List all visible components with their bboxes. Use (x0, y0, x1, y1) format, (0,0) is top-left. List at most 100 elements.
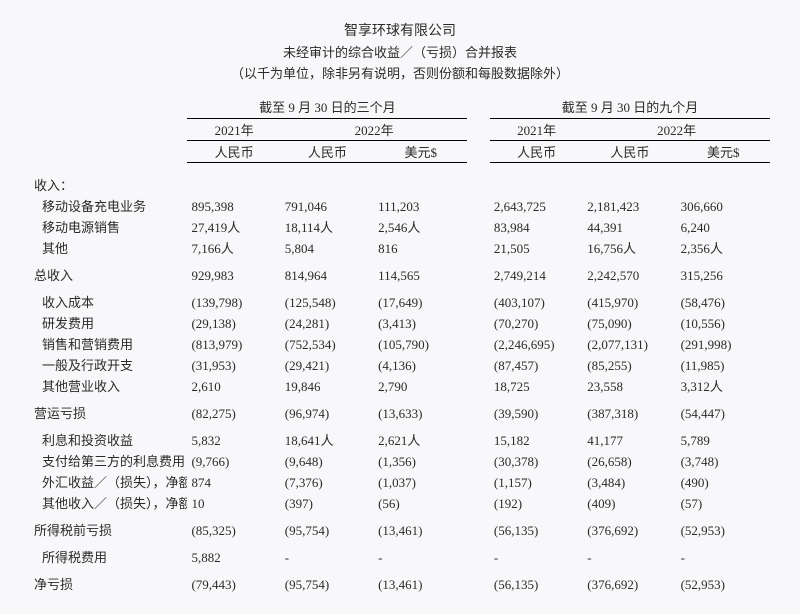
cell-value: - (583, 546, 676, 567)
cell-label: 移动电源销售 (30, 216, 187, 237)
col-curr-1: 人民币 (187, 141, 280, 163)
cell-value: (387,318) (583, 402, 676, 423)
cell-value: (752,534) (281, 333, 374, 354)
cell-value: (52,953) (677, 519, 770, 540)
cell-value: (26,658) (583, 450, 676, 471)
row-other-rev: 其他 7,166人 5,804 816 21,505 16,756人 2,356… (30, 237, 770, 258)
cell-value: (85,255) (583, 354, 676, 375)
cell-value: 18,725 (490, 375, 583, 396)
cell-value: 7,166人 (187, 237, 280, 258)
cell-value: 18,641人 (281, 429, 374, 450)
cell-value: (1,037) (374, 471, 467, 492)
col-group-3m: 截至 9 月 30 日的三个月 (187, 96, 467, 119)
cell-value: 2,621人 (374, 429, 467, 450)
cell-label: 其他收入／（损失），净额 (30, 492, 187, 513)
col-year-2022-3m: 2022年 (281, 119, 468, 141)
cell-value: (95,754) (281, 573, 374, 594)
cell-value: 306,660 (677, 195, 770, 216)
cell-value: (29,421) (281, 354, 374, 375)
cell-label: 净亏损 (30, 573, 187, 594)
cell-value: (2,077,131) (583, 333, 676, 354)
cell-value: (30,378) (490, 450, 583, 471)
company-name: 智享环球有限公司 (30, 20, 770, 40)
col-curr-5: 人民币 (583, 141, 676, 163)
col-year-2021-3m: 2021年 (187, 119, 280, 141)
cell-value: (82,275) (187, 402, 280, 423)
row-fx: 外汇收益／（损失），净额 874 (7,376) (1,037) (1,157)… (30, 471, 770, 492)
cell-label: 一般及行政开支 (30, 354, 187, 375)
cell-value: (79,443) (187, 573, 280, 594)
cell-value: 5,789 (677, 429, 770, 450)
report-title: 未经审计的综合收益／（亏损）合并报表 (30, 42, 770, 61)
cell-value: (96,974) (281, 402, 374, 423)
col-curr-3: 美元$ (374, 141, 467, 163)
cell-value: 6,240 (677, 216, 770, 237)
cell-value: (192) (490, 492, 583, 513)
cell-value: (56) (374, 492, 467, 513)
cell-value: (70,270) (490, 312, 583, 333)
cell-value: 23,558 (583, 375, 676, 396)
cell-value: 2,790 (374, 375, 467, 396)
cell-value: 18,114人 (281, 216, 374, 237)
cell-value: 315,256 (677, 264, 770, 285)
cell-value: (17,649) (374, 291, 467, 312)
cell-value: (13,633) (374, 402, 467, 423)
cell-label: 收入： (30, 169, 187, 195)
cell-value: (7,376) (281, 471, 374, 492)
col-year-2021-9m: 2021年 (490, 119, 583, 141)
cell-value: 2,749,214 (490, 264, 583, 285)
cell-value: (3,484) (583, 471, 676, 492)
row-pretax: 所得税前亏损 (85,325) (95,754) (13,461) (56,13… (30, 519, 770, 540)
cell-value: (85,325) (187, 519, 280, 540)
cell-value: (813,979) (187, 333, 280, 354)
row-other-op: 其他营业收入 2,610 19,846 2,790 18,725 23,558 … (30, 375, 770, 396)
cell-value: 5,832 (187, 429, 280, 450)
cell-value: (376,692) (583, 573, 676, 594)
cell-value: 814,964 (281, 264, 374, 285)
cell-value: (1,356) (374, 450, 467, 471)
col-curr-2: 人民币 (281, 141, 374, 163)
cell-value: (56,135) (490, 573, 583, 594)
cell-label: 总收入 (30, 264, 187, 285)
cell-value: (56,135) (490, 519, 583, 540)
cell-value: 44,391 (583, 216, 676, 237)
income-statement-table: 截至 9 月 30 日的三个月 截至 9 月 30 日的九个月 2021年 20… (30, 96, 770, 594)
cell-value: (125,548) (281, 291, 374, 312)
cell-label: 移动设备充电业务 (30, 195, 187, 216)
cell-value: - (281, 546, 374, 567)
cell-label: 利息和投资收益 (30, 429, 187, 450)
col-curr-4: 人民币 (490, 141, 583, 163)
cell-value: 10 (187, 492, 280, 513)
cell-label: 其他营业收入 (30, 375, 187, 396)
cell-label: 所得税费用 (30, 546, 187, 567)
cell-value: (415,970) (583, 291, 676, 312)
col-year-2022-9m: 2022年 (583, 119, 770, 141)
cell-label: 所得税前亏损 (30, 519, 187, 540)
row-powerbank: 移动电源销售 27,419人 18,114人 2,546人 83,984 44,… (30, 216, 770, 237)
col-group-9m: 截至 9 月 30 日的九个月 (490, 96, 770, 119)
cell-label: 营运亏损 (30, 402, 187, 423)
cell-value: (403,107) (490, 291, 583, 312)
cell-label: 销售和营销费用 (30, 333, 187, 354)
cell-value: 5,882 (187, 546, 280, 567)
row-net-loss: 净亏损 (79,443) (95,754) (13,461) (56,135) … (30, 573, 770, 594)
cell-label: 支付给第三方的利息费用 (30, 450, 187, 471)
cell-value: (291,998) (677, 333, 770, 354)
cell-value: 19,846 (281, 375, 374, 396)
row-int-3rd: 支付给第三方的利息费用 (9,766) (9,648) (1,356) (30,… (30, 450, 770, 471)
cell-value: (39,590) (490, 402, 583, 423)
cell-label: 收入成本 (30, 291, 187, 312)
cell-value: 5,804 (281, 237, 374, 258)
cell-label: 外汇收益／（损失），净额 (30, 471, 187, 492)
cell-value: (75,090) (583, 312, 676, 333)
cell-value: (9,766) (187, 450, 280, 471)
cell-value: (397) (281, 492, 374, 513)
cell-value: - (374, 546, 467, 567)
cell-value: 16,756人 (583, 237, 676, 258)
cell-value: (24,281) (281, 312, 374, 333)
cell-value: - (677, 546, 770, 567)
cell-value: 114,565 (374, 264, 467, 285)
cell-value: (13,461) (374, 519, 467, 540)
cell-value: (139,798) (187, 291, 280, 312)
cell-value: 41,177 (583, 429, 676, 450)
